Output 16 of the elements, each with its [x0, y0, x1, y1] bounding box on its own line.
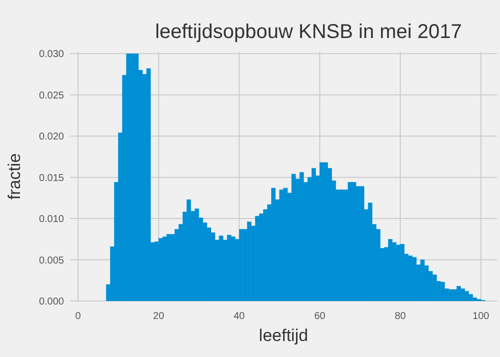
y-tick-label: 0.015	[38, 172, 64, 184]
x-axis-title: leeftijd	[258, 326, 308, 345]
x-tick-label: 20	[153, 311, 165, 322]
x-tick-label: 0	[75, 311, 82, 322]
x-tick-label: 80	[394, 311, 406, 322]
y-tick-label: 0.005	[38, 255, 64, 266]
y-tick-label: 0.030	[38, 49, 64, 60]
y-tick-label: 0.000	[38, 296, 64, 308]
x-tick-label: 40	[234, 311, 246, 322]
y-tick-label: 0.025	[38, 90, 64, 102]
chart-title: leeftijdsopbouw KNSB in mei 2017	[155, 21, 462, 43]
x-tick-label: 100	[472, 311, 490, 322]
y-axis-title: fractie	[5, 153, 24, 200]
y-tick-label: 0.020	[38, 132, 64, 143]
y-tick-label: 0.010	[38, 214, 64, 226]
x-tick-label: 60	[314, 311, 326, 322]
